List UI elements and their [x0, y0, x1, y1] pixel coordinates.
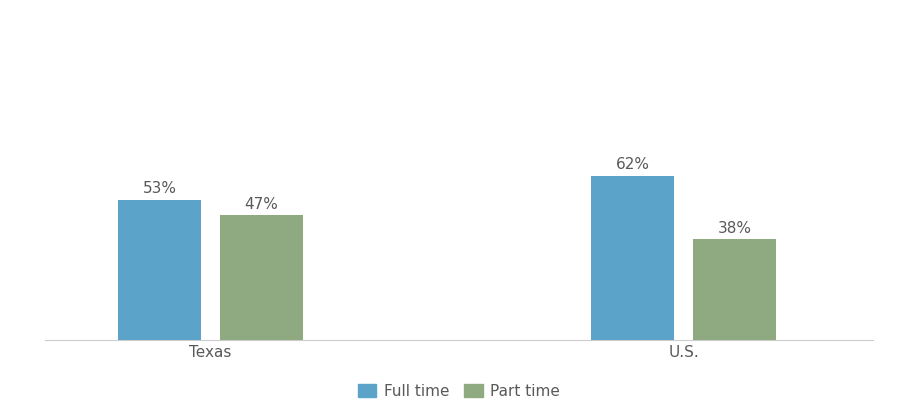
Bar [118, 200, 201, 340]
Text: 38%: 38% [717, 221, 752, 236]
Bar [591, 176, 674, 340]
Text: 53%: 53% [143, 181, 176, 196]
Bar [220, 215, 303, 340]
Bar [693, 239, 776, 340]
Text: 62%: 62% [616, 157, 650, 173]
Legend: Full time, Part time: Full time, Part time [357, 384, 561, 399]
Text: 47%: 47% [245, 197, 278, 212]
